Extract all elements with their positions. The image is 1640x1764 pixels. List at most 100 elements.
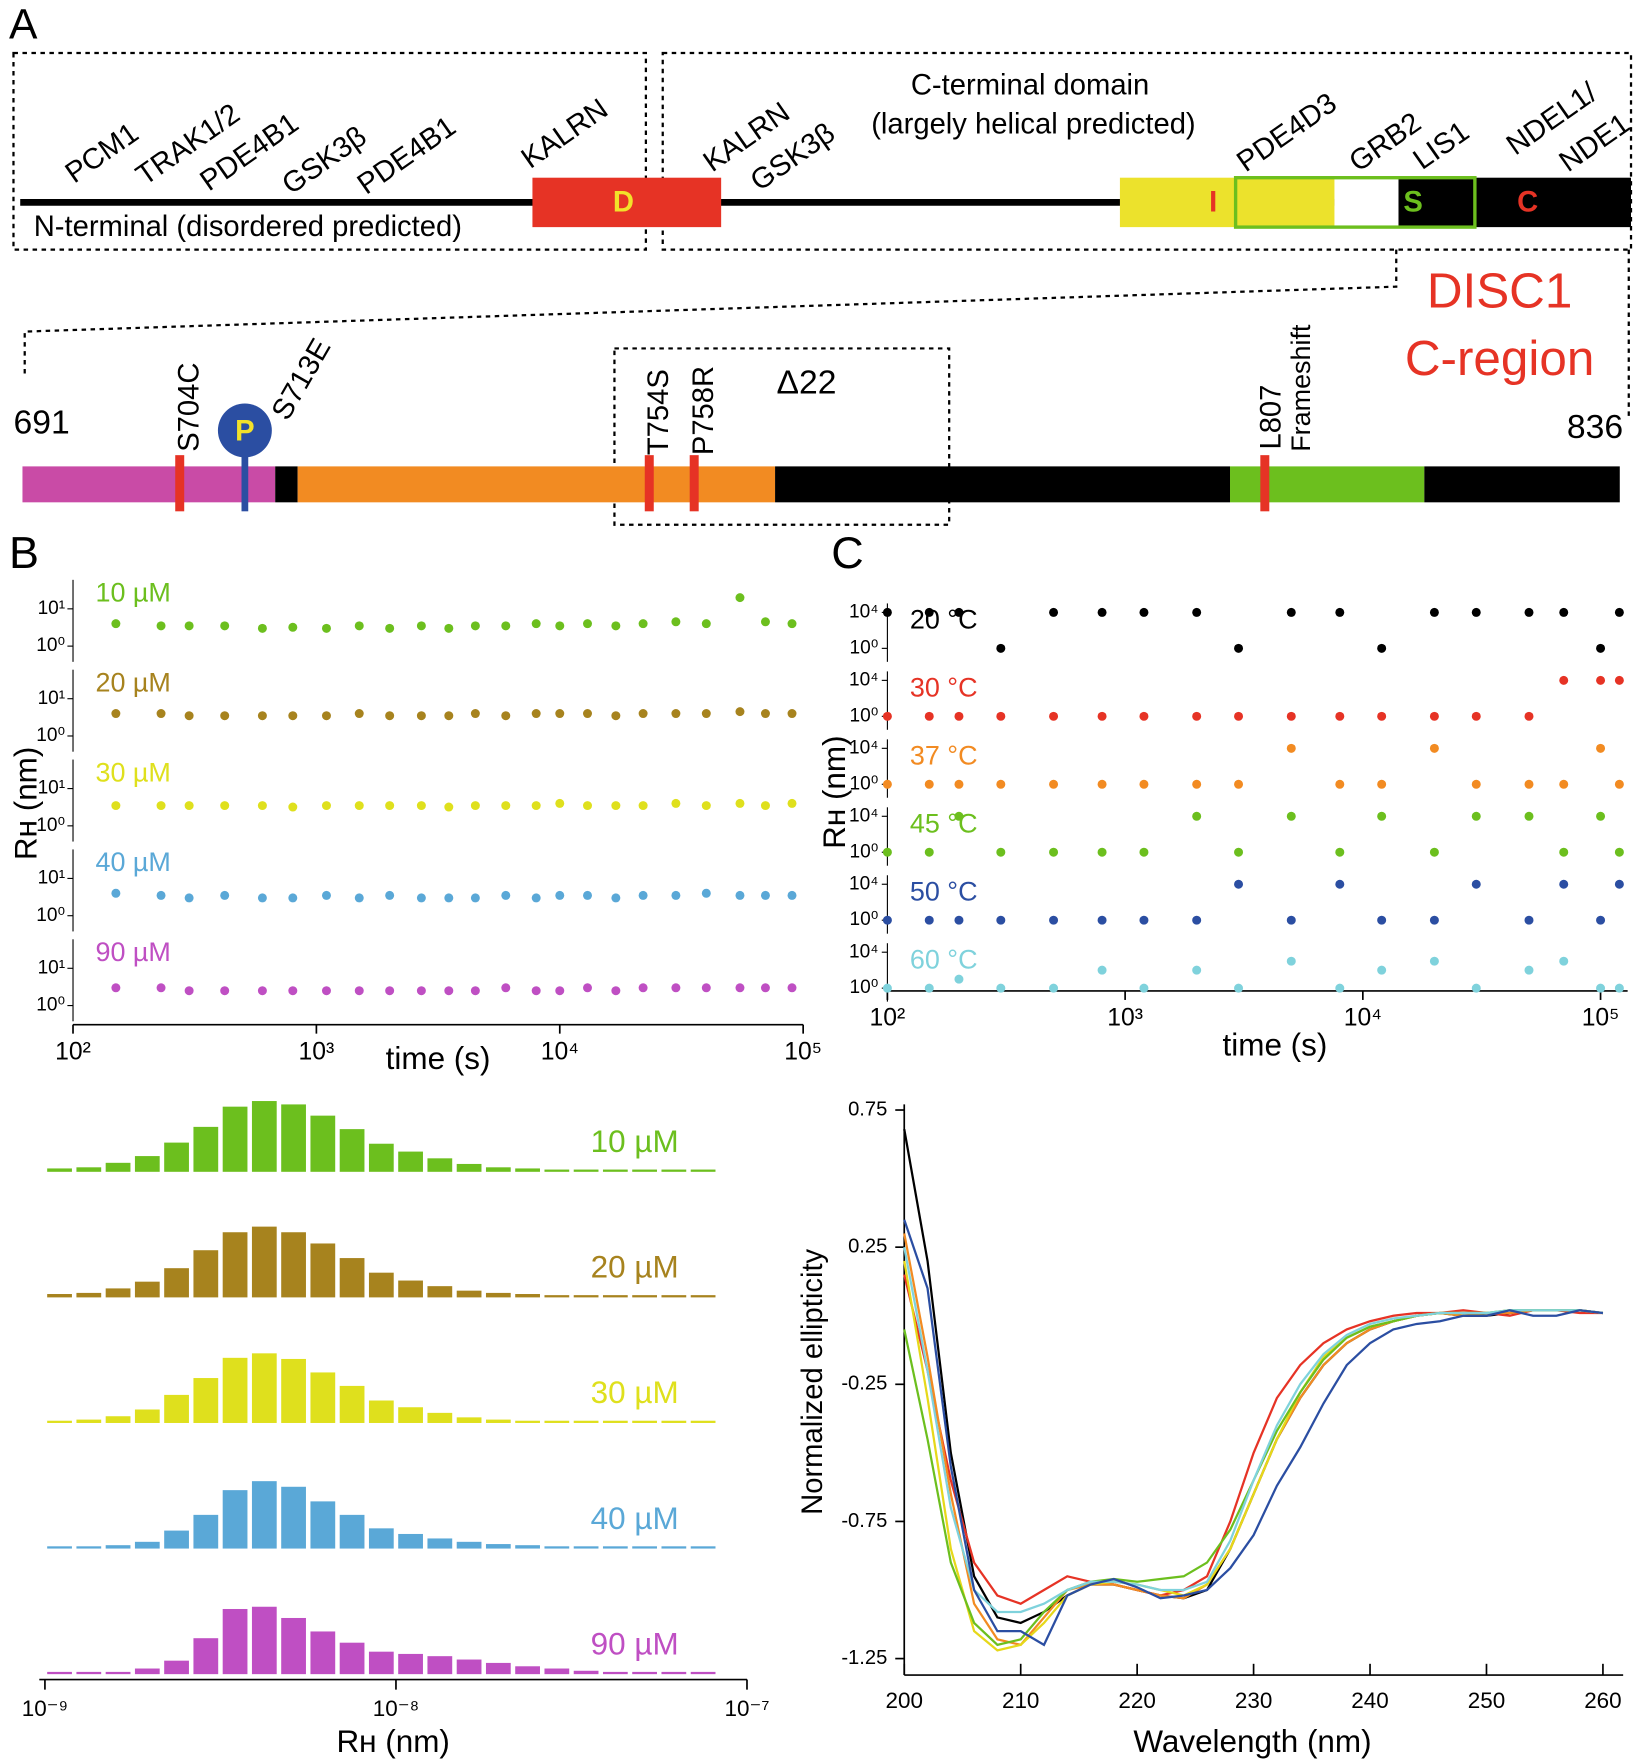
point (924, 607, 934, 617)
phospho-stem (241, 443, 249, 512)
point (111, 709, 121, 719)
y-tick-label: 10⁰ (850, 773, 879, 794)
interactor: GRB2 (1344, 107, 1427, 179)
mutation-mark (644, 455, 654, 512)
line (903, 1274, 1603, 1605)
point (760, 983, 770, 993)
bar (105, 1671, 131, 1675)
point (638, 801, 648, 811)
point (321, 711, 331, 721)
point (257, 623, 267, 633)
bar (690, 1295, 716, 1298)
point (1097, 779, 1107, 789)
bar (398, 1653, 423, 1675)
point (1524, 915, 1534, 925)
point (470, 801, 480, 811)
x-tick-label: 250 (1468, 1688, 1505, 1713)
region-label: C-terminal domain (911, 69, 1149, 101)
bar (661, 1295, 687, 1298)
point (416, 801, 426, 811)
point (444, 893, 454, 903)
point (1335, 607, 1345, 617)
bar (339, 1514, 365, 1549)
point (470, 986, 480, 996)
bar (164, 1394, 189, 1423)
point (555, 798, 565, 808)
point (954, 811, 964, 821)
domain-i (1119, 177, 1335, 228)
point (1614, 983, 1624, 993)
point (220, 621, 230, 631)
y-tick-label: 10⁰ (850, 841, 879, 862)
point (288, 711, 298, 721)
bar (690, 1546, 716, 1549)
y-tick-label: 10¹ (38, 598, 66, 619)
point (735, 983, 745, 993)
point (1377, 779, 1387, 789)
point (671, 617, 681, 627)
point (257, 986, 267, 996)
bar (456, 1163, 482, 1172)
bar (164, 1268, 189, 1298)
x-tick-label: 10³ (299, 1038, 335, 1065)
x-tick-label: 10³ (1107, 1005, 1143, 1032)
bar (339, 1385, 365, 1423)
point (1377, 811, 1387, 821)
segment (1424, 466, 1620, 503)
point (1471, 607, 1481, 617)
point (583, 619, 592, 629)
y-tick-label: 10⁰ (36, 905, 65, 926)
point (1614, 779, 1624, 789)
bar (573, 1420, 599, 1423)
bar (134, 1156, 160, 1172)
point (1596, 915, 1606, 925)
bar (193, 1638, 219, 1675)
y-tick-label: 10⁴ (849, 941, 878, 962)
legend-label: 50 °C (910, 876, 978, 906)
mutation: T754S (643, 369, 675, 455)
y-tick-label: 0.25 (848, 1236, 887, 1258)
point (354, 801, 364, 811)
zoom-line (23, 249, 1398, 377)
bar (222, 1357, 248, 1423)
y-tick-label: 10⁰ (36, 725, 65, 746)
point (735, 890, 745, 900)
region-label: N-terminal (disordered predicted) (34, 211, 462, 243)
point (288, 893, 298, 903)
point (996, 779, 1006, 789)
title: C-region (1405, 331, 1594, 386)
point (1524, 779, 1534, 789)
point (220, 986, 230, 996)
bar (281, 1232, 306, 1298)
point (416, 711, 426, 721)
bar (47, 1420, 72, 1423)
point (184, 986, 194, 996)
point (1286, 711, 1296, 721)
legend-label: 40 µM (591, 1501, 679, 1536)
point (924, 915, 934, 925)
point (996, 847, 1006, 857)
bar (310, 1115, 336, 1172)
y-tick-label: 10⁰ (36, 995, 65, 1016)
bar (281, 1486, 306, 1549)
bar (164, 1530, 189, 1549)
bar (368, 1651, 394, 1675)
point (1335, 847, 1345, 857)
domain-label: D (613, 186, 634, 218)
point (1429, 607, 1439, 617)
bar (602, 1420, 628, 1423)
point (1286, 811, 1296, 821)
point (257, 711, 267, 721)
line (903, 1129, 1604, 1625)
domain-gap (1334, 177, 1399, 228)
legend-label: 10 µM (95, 578, 170, 608)
n-terminal-box (12, 51, 648, 251)
point (1234, 983, 1244, 993)
point (1286, 743, 1296, 753)
point (220, 890, 230, 900)
point (1139, 607, 1149, 617)
bar (573, 1546, 599, 1549)
legend-label: 45 °C (910, 808, 978, 838)
point (1192, 711, 1202, 721)
point (555, 709, 565, 719)
